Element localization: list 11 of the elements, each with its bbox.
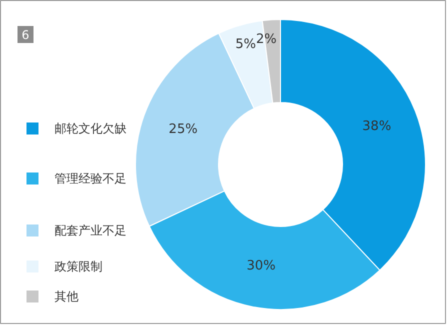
text: 6	[22, 28, 30, 42]
data-label: 5%	[235, 36, 256, 52]
data-label: 25%	[168, 122, 198, 137]
legend-label: 政策限制	[54, 260, 102, 274]
legend-label: 配套产业不足	[54, 224, 126, 238]
data-label: 30%	[246, 258, 276, 274]
legend-label: 邮轮文化欠缺	[54, 122, 126, 136]
data-label: 38%	[362, 118, 392, 134]
legend-label: 其他	[54, 290, 78, 304]
legend-label: 管理经验不足	[54, 172, 126, 186]
data-label: 2%	[256, 32, 277, 48]
